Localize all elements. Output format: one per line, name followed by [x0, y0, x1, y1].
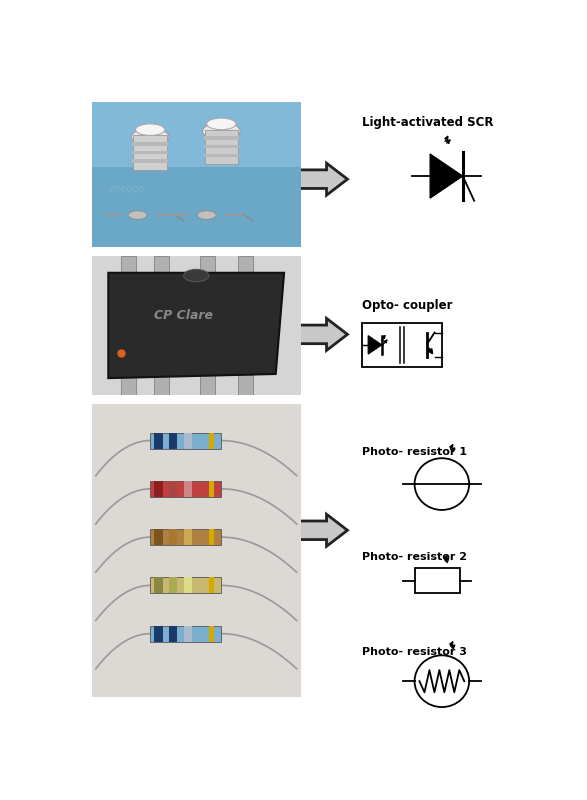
Ellipse shape	[414, 655, 469, 707]
Polygon shape	[295, 514, 348, 546]
Text: Photo- resistor 1: Photo- resistor 1	[362, 447, 467, 457]
Polygon shape	[295, 163, 348, 195]
Bar	[362, 322, 442, 367]
Text: Opto- coupler: Opto- coupler	[362, 299, 453, 312]
Polygon shape	[430, 154, 463, 198]
Polygon shape	[295, 318, 348, 350]
Text: Photo- resistor 3: Photo- resistor 3	[362, 646, 467, 657]
Polygon shape	[368, 336, 382, 354]
Ellipse shape	[414, 458, 469, 510]
Text: Light-activated SCR: Light-activated SCR	[362, 116, 494, 129]
Bar	[414, 569, 460, 593]
Text: Photo- resistor 2: Photo- resistor 2	[362, 552, 467, 562]
